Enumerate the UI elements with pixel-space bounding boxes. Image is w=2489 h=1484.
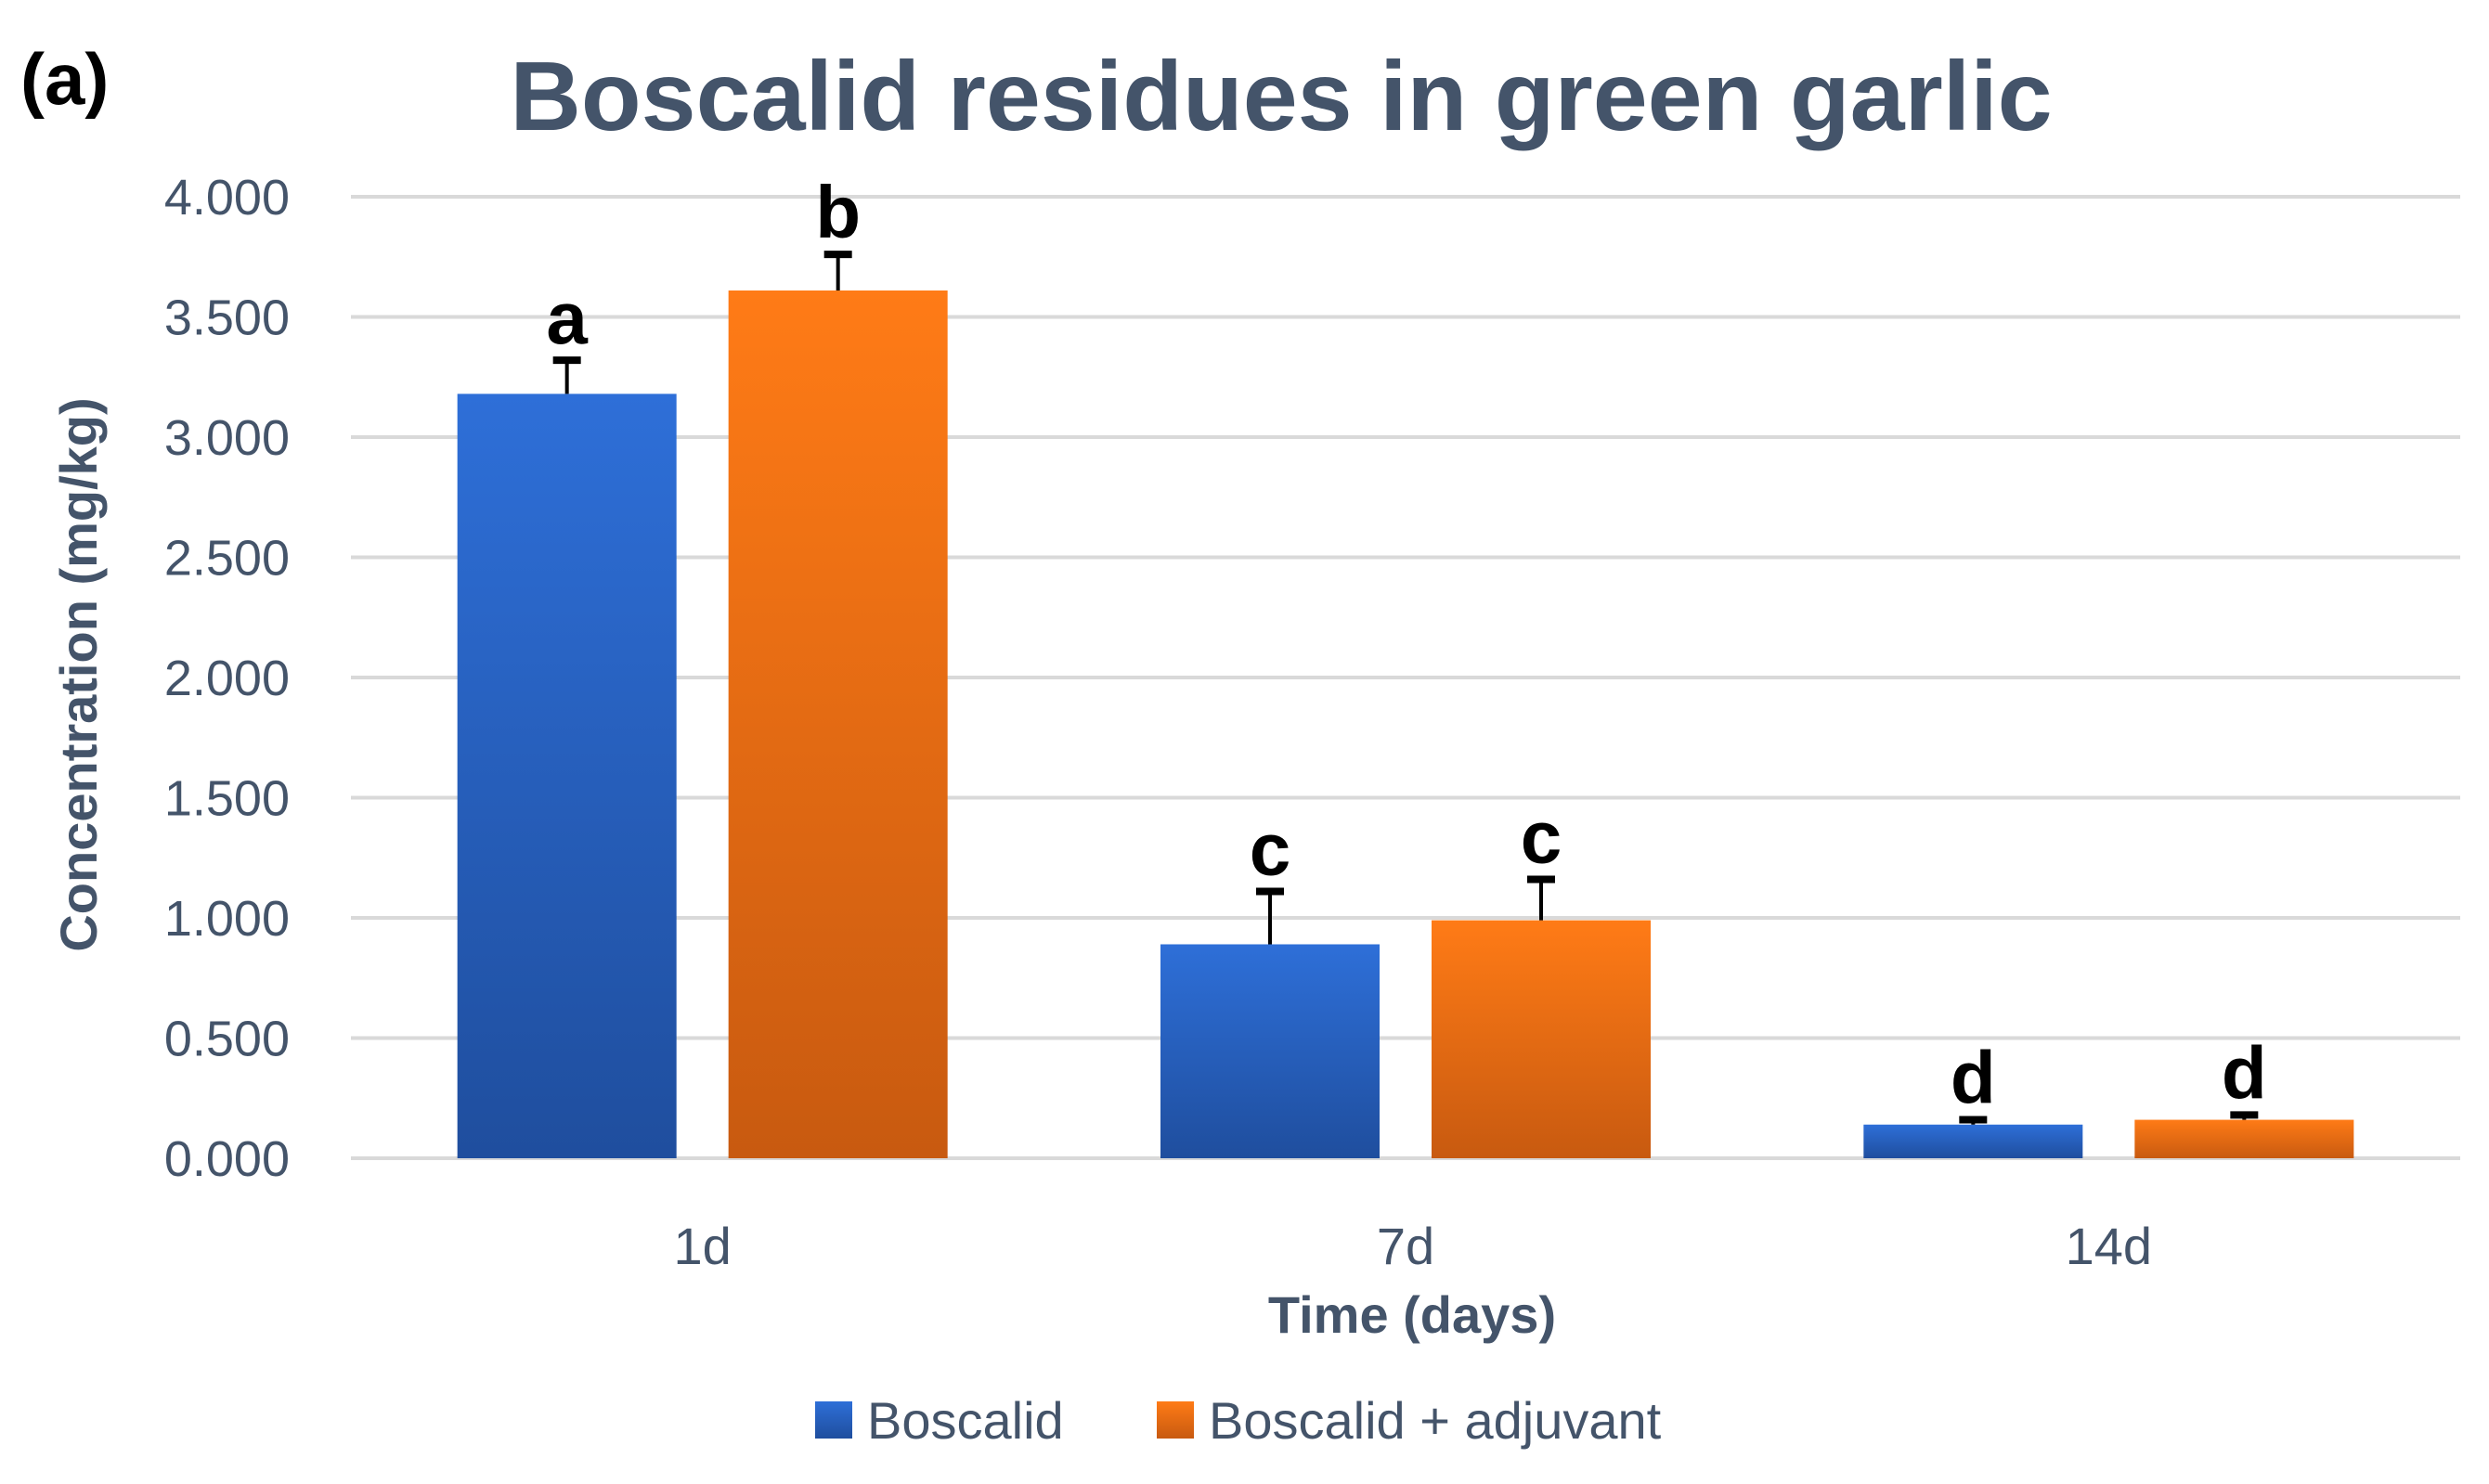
y-axis-ticks: 0.000 0.500 1.000 1.500 2.000 2.500 3.000 3.500… — [164, 170, 290, 1187]
gridlines — [351, 195, 2460, 1160]
legend-label: Boscalid + adjuvant — [1209, 1391, 1662, 1450]
x-axis-title: Time (days) — [1268, 1285, 1556, 1344]
y-tick-label: 4.000 — [164, 170, 290, 226]
y-tick-label: 0.000 — [164, 1131, 290, 1187]
y-tick-label: 3.000 — [164, 410, 290, 466]
x-tick-label: 7d — [1377, 1217, 1434, 1275]
x-axis-categories: 1d 7d 14d — [674, 1217, 2153, 1275]
bar — [2134, 1119, 2354, 1158]
bar — [1432, 920, 1651, 1158]
bar — [728, 290, 948, 1158]
y-axis-title: Concentration (mg/kg) — [49, 397, 108, 951]
bars: a b c c d d — [457, 171, 2354, 1158]
y-tick-label: 0.500 — [164, 1012, 290, 1067]
y-tick-label: 1.000 — [164, 891, 290, 947]
legend-swatch — [815, 1401, 852, 1439]
significance-letter: b — [815, 171, 861, 253]
y-tick-label: 2.500 — [164, 531, 290, 587]
significance-letter: d — [2222, 1031, 2267, 1114]
x-tick-label: 14d — [2066, 1217, 2152, 1275]
bar — [1863, 1124, 2083, 1158]
bar — [1160, 944, 1380, 1158]
legend-swatch — [1157, 1401, 1194, 1439]
y-tick-label: 1.500 — [164, 771, 290, 827]
significance-letter: a — [546, 277, 588, 359]
x-tick-label: 1d — [674, 1217, 732, 1275]
significance-letter: d — [1951, 1037, 1996, 1119]
legend-label: Boscalid — [867, 1391, 1064, 1450]
significance-letter: c — [1250, 808, 1291, 891]
bar — [457, 394, 677, 1158]
chart-title: Boscalid residues in green garlic — [510, 42, 2052, 151]
y-tick-label: 3.500 — [164, 290, 290, 346]
legend: Boscalid Boscalid + adjuvant — [815, 1391, 1662, 1450]
y-tick-label: 2.000 — [164, 651, 290, 706]
panel-label: (a) — [20, 38, 109, 120]
significance-letter: c — [1521, 796, 1562, 879]
